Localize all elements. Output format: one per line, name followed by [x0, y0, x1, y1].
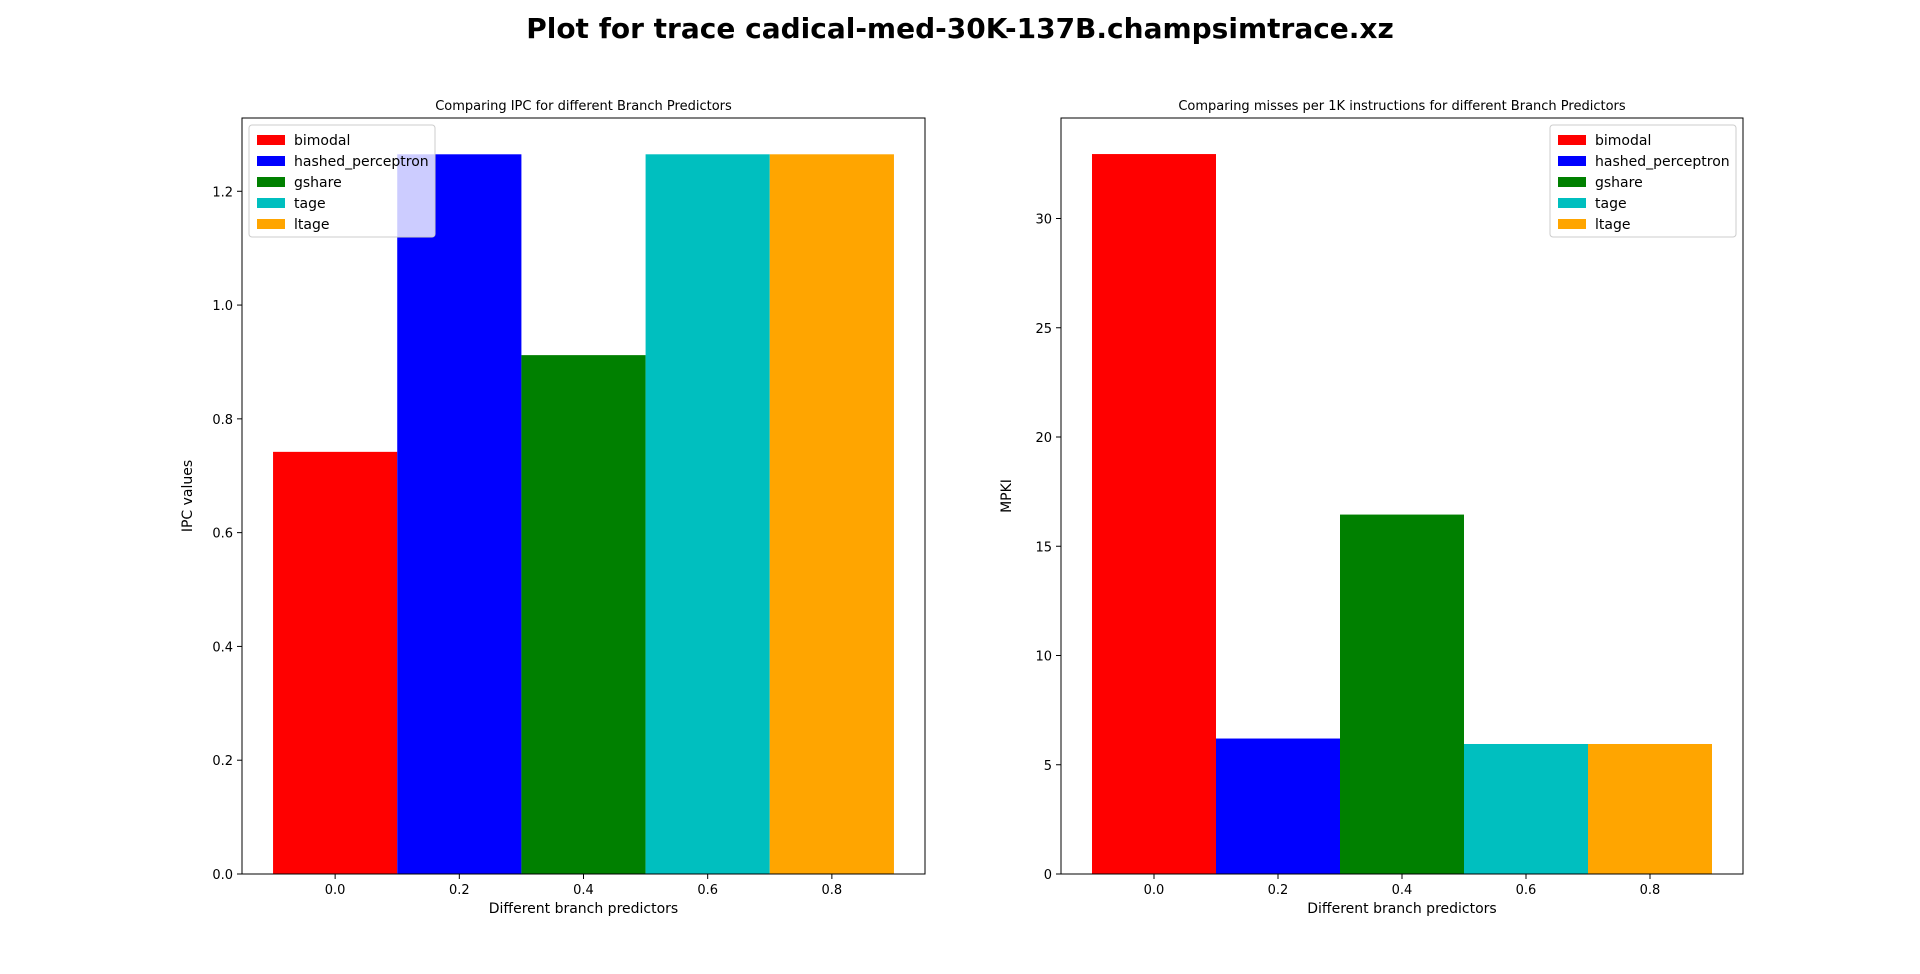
x-tick-label: 0.8 — [1640, 883, 1661, 898]
legend-label: bimodal — [294, 133, 350, 149]
y-tick-label: 5 — [1044, 759, 1052, 774]
y-tick-label: 25 — [1035, 322, 1052, 337]
legend-swatch-tage — [1558, 198, 1586, 208]
y-tick-label: 20 — [1035, 431, 1052, 446]
y-tick-label: 0.0 — [212, 868, 233, 883]
bar-tage — [645, 154, 770, 874]
legend-swatch-bimodal — [1558, 135, 1586, 145]
bar-bimodal — [273, 451, 398, 874]
x-tick-label: 0.4 — [573, 883, 594, 898]
legend-label: ltage — [1595, 217, 1630, 233]
bar-ltage — [769, 154, 894, 874]
legend-swatch-bimodal — [257, 135, 285, 145]
y-tick-label: 0.2 — [212, 754, 233, 769]
legend-label: gshare — [1595, 175, 1643, 191]
x-tick-label: 0.6 — [1516, 883, 1537, 898]
x-tick-label: 0.0 — [1144, 883, 1165, 898]
legend-box — [1549, 124, 1737, 238]
x-tick-label: 0.2 — [1268, 883, 1289, 898]
legend-swatch-ltage — [257, 219, 285, 229]
legend-label: bimodal — [1595, 133, 1651, 149]
y-tick-label: 0.8 — [212, 413, 233, 428]
legend-swatch-hashed_perceptron — [1558, 156, 1586, 166]
chart-title: Comparing misses per 1K instructions for… — [1178, 99, 1626, 114]
x-tick-label: 0.2 — [449, 883, 470, 898]
y-tick-label: 0.6 — [212, 527, 233, 542]
y-tick-label: 10 — [1035, 650, 1052, 665]
y-axis-label: IPC values — [180, 460, 196, 532]
x-tick-label: 0.0 — [325, 883, 346, 898]
legend-label: tage — [294, 196, 326, 212]
bar-tage — [1464, 743, 1588, 874]
legend-label: hashed_perceptron — [294, 154, 429, 170]
legend-box — [248, 124, 436, 238]
legend-label: hashed_perceptron — [1595, 154, 1730, 170]
legend-swatch-hashed_perceptron — [257, 156, 285, 166]
bar-bimodal — [1092, 154, 1216, 875]
bar-hashed_perceptron — [1216, 738, 1340, 874]
ipc-chart: 0.0 0.2 0.4 0.6 0.8 0.0 0.2 0.4 0.6 0.8 1.0 1.2 Comp… — [180, 99, 926, 917]
y-tick-label: 0.4 — [212, 640, 233, 655]
y-axis-label: MPKI — [999, 479, 1015, 513]
legend-swatch-gshare — [1558, 177, 1586, 187]
y-tick-label: 1.0 — [212, 299, 233, 314]
x-tick-label: 0.4 — [1392, 883, 1413, 898]
bar-gshare — [1340, 514, 1464, 874]
y-tick-label: 0 — [1044, 868, 1052, 883]
y-tick-label: 15 — [1035, 540, 1052, 555]
mpki-chart: 0.0 0.2 0.4 0.6 0.8 0 5 10 15 20 25 30 Comparing mis… — [999, 99, 1744, 917]
chart-title: Comparing IPC for different Branch Predi… — [435, 99, 732, 114]
x-axis-label: Different branch predictors — [489, 901, 678, 917]
x-tick-label: 0.8 — [822, 883, 843, 898]
legend-swatch-ltage — [1558, 219, 1586, 229]
y-tick-label: 1.2 — [212, 185, 233, 200]
x-tick-label: 0.6 — [697, 883, 718, 898]
bar-gshare — [521, 355, 646, 874]
legend-swatch-gshare — [257, 177, 285, 187]
bar-hashed_perceptron — [397, 154, 522, 874]
y-tick-label: 30 — [1035, 213, 1052, 228]
legend-label: gshare — [294, 175, 342, 191]
bar-ltage — [1588, 743, 1712, 874]
legend-label: ltage — [294, 217, 329, 233]
x-axis-label: Different branch predictors — [1307, 901, 1496, 917]
legend-label: tage — [1595, 196, 1627, 212]
legend-swatch-tage — [257, 198, 285, 208]
figure-title: Plot for trace cadical-med-30K-137B.cham… — [526, 12, 1394, 45]
